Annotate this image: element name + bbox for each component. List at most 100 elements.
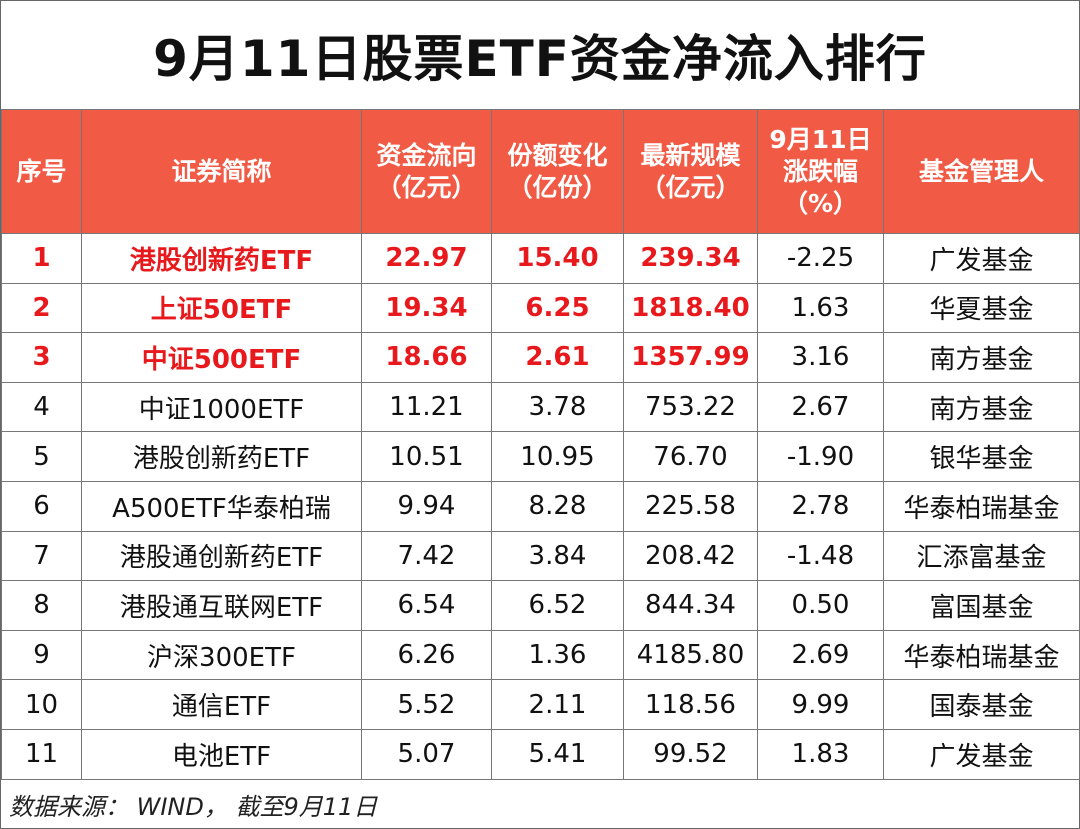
table-row: 3 中证500ETF 18.66 2.61 1357.99 3.16 南方基金 <box>1 332 1080 383</box>
cell-change: -2.25 <box>757 233 884 284</box>
header-flow: 资金流向（亿元） <box>361 109 492 234</box>
cell-flow: 6.26 <box>361 629 492 681</box>
cell-index: 6 <box>1 480 82 532</box>
cell-scale: 239.34 <box>623 233 758 284</box>
cell-flow: 19.34 <box>361 282 492 334</box>
cell-scale: 118.56 <box>623 679 758 730</box>
cell-name: 港股通互联网ETF <box>81 580 362 631</box>
cell-name: 通信ETF <box>81 679 362 730</box>
source-note: 数据来源： WIND， 截至9月11日 <box>1 779 1079 828</box>
cell-flow: 6.54 <box>361 580 492 631</box>
cell-index: 11 <box>1 728 82 780</box>
header-scale: 最新规模（亿元） <box>623 109 758 234</box>
etf-inflow-table: 序号 证券简称 资金流向（亿元） 份额变化（亿份） 最新规模（亿元） 9月11日… <box>1 109 1080 780</box>
cell-scale: 99.52 <box>623 728 758 780</box>
cell-name: 上证50ETF <box>81 282 362 334</box>
cell-name: 沪深300ETF <box>81 629 362 681</box>
cell-flow: 7.42 <box>361 530 492 582</box>
cell-flow: 9.94 <box>361 480 492 532</box>
header-change: 9月11日涨跌幅（%） <box>757 109 884 234</box>
cell-manager: 南方基金 <box>883 332 1080 383</box>
page-title: 9月11日股票ETF资金净流入排行 <box>1 1 1079 110</box>
cell-index: 10 <box>1 679 82 730</box>
cell-index: 1 <box>1 233 82 284</box>
cell-share: 1.36 <box>491 629 624 681</box>
table-row: 1 港股创新药ETF 22.97 15.40 239.34 -2.25 广发基金 <box>1 233 1080 284</box>
cell-name: 电池ETF <box>81 728 362 780</box>
cell-change: -1.90 <box>757 431 884 482</box>
cell-scale: 1818.40 <box>623 282 758 334</box>
table-row: 7 港股通创新药ETF 7.42 3.84 208.42 -1.48 汇添富基金 <box>1 530 1080 582</box>
cell-change: 2.69 <box>757 629 884 681</box>
cell-share: 2.61 <box>491 332 624 383</box>
cell-index: 8 <box>1 580 82 631</box>
table-row: 10 通信ETF 5.52 2.11 118.56 9.99 国泰基金 <box>1 679 1080 730</box>
cell-flow: 18.66 <box>361 332 492 383</box>
table-row: 8 港股通互联网ETF 6.54 6.52 844.34 0.50 富国基金 <box>1 580 1080 631</box>
cell-change: 3.16 <box>757 332 884 383</box>
table-header-row: 序号 证券简称 资金流向（亿元） 份额变化（亿份） 最新规模（亿元） 9月11日… <box>1 109 1080 234</box>
cell-manager: 广发基金 <box>883 233 1080 284</box>
cell-manager: 华泰柏瑞基金 <box>883 480 1080 532</box>
cell-flow: 5.07 <box>361 728 492 780</box>
cell-manager: 银华基金 <box>883 431 1080 482</box>
cell-scale: 1357.99 <box>623 332 758 383</box>
cell-share: 6.52 <box>491 580 624 631</box>
cell-manager: 国泰基金 <box>883 679 1080 730</box>
cell-name: 港股创新药ETF <box>81 233 362 284</box>
cell-change: 2.67 <box>757 381 884 433</box>
cell-index: 3 <box>1 332 82 383</box>
cell-name: A500ETF华泰柏瑞 <box>81 480 362 532</box>
cell-share: 8.28 <box>491 480 624 532</box>
cell-change: -1.48 <box>757 530 884 582</box>
cell-manager: 汇添富基金 <box>883 530 1080 582</box>
cell-flow: 5.52 <box>361 679 492 730</box>
table-row: 5 港股创新药ETF 10.51 10.95 76.70 -1.90 银华基金 <box>1 431 1080 482</box>
cell-index: 4 <box>1 381 82 433</box>
cell-name: 中证500ETF <box>81 332 362 383</box>
cell-change: 9.99 <box>757 679 884 730</box>
cell-index: 7 <box>1 530 82 582</box>
cell-share: 3.84 <box>491 530 624 582</box>
cell-flow: 22.97 <box>361 233 492 284</box>
header-manager: 基金管理人 <box>883 109 1080 234</box>
cell-share: 2.11 <box>491 679 624 730</box>
cell-manager: 华泰柏瑞基金 <box>883 629 1080 681</box>
cell-change: 2.78 <box>757 480 884 532</box>
cell-manager: 南方基金 <box>883 381 1080 433</box>
header-index: 序号 <box>1 109 82 234</box>
cell-scale: 208.42 <box>623 530 758 582</box>
table-row: 6 A500ETF华泰柏瑞 9.94 8.28 225.58 2.78 华泰柏瑞基金 <box>1 480 1080 532</box>
cell-scale: 225.58 <box>623 480 758 532</box>
table-row: 11 电池ETF 5.07 5.41 99.52 1.83 广发基金 <box>1 728 1080 780</box>
cell-scale: 753.22 <box>623 381 758 433</box>
cell-manager: 富国基金 <box>883 580 1080 631</box>
cell-index: 5 <box>1 431 82 482</box>
cell-change: 1.63 <box>757 282 884 334</box>
cell-change: 1.83 <box>757 728 884 780</box>
cell-scale: 4185.80 <box>623 629 758 681</box>
table-row: 2 上证50ETF 19.34 6.25 1818.40 1.63 华夏基金 <box>1 282 1080 334</box>
cell-share: 6.25 <box>491 282 624 334</box>
cell-share: 5.41 <box>491 728 624 780</box>
cell-manager: 广发基金 <box>883 728 1080 780</box>
cell-name: 中证1000ETF <box>81 381 362 433</box>
table-row: 4 中证1000ETF 11.21 3.78 753.22 2.67 南方基金 <box>1 381 1080 433</box>
cell-share: 10.95 <box>491 431 624 482</box>
cell-name: 港股通创新药ETF <box>81 530 362 582</box>
cell-change: 0.50 <box>757 580 884 631</box>
table-row: 9 沪深300ETF 6.26 1.36 4185.80 2.69 华泰柏瑞基金 <box>1 629 1080 681</box>
cell-share: 15.40 <box>491 233 624 284</box>
cell-share: 3.78 <box>491 381 624 433</box>
cell-name: 港股创新药ETF <box>81 431 362 482</box>
cell-scale: 844.34 <box>623 580 758 631</box>
cell-scale: 76.70 <box>623 431 758 482</box>
cell-index: 9 <box>1 629 82 681</box>
cell-index: 2 <box>1 282 82 334</box>
header-share: 份额变化（亿份） <box>491 109 624 234</box>
header-name: 证券简称 <box>81 109 362 234</box>
cell-flow: 10.51 <box>361 431 492 482</box>
cell-flow: 11.21 <box>361 381 492 433</box>
cell-manager: 华夏基金 <box>883 282 1080 334</box>
